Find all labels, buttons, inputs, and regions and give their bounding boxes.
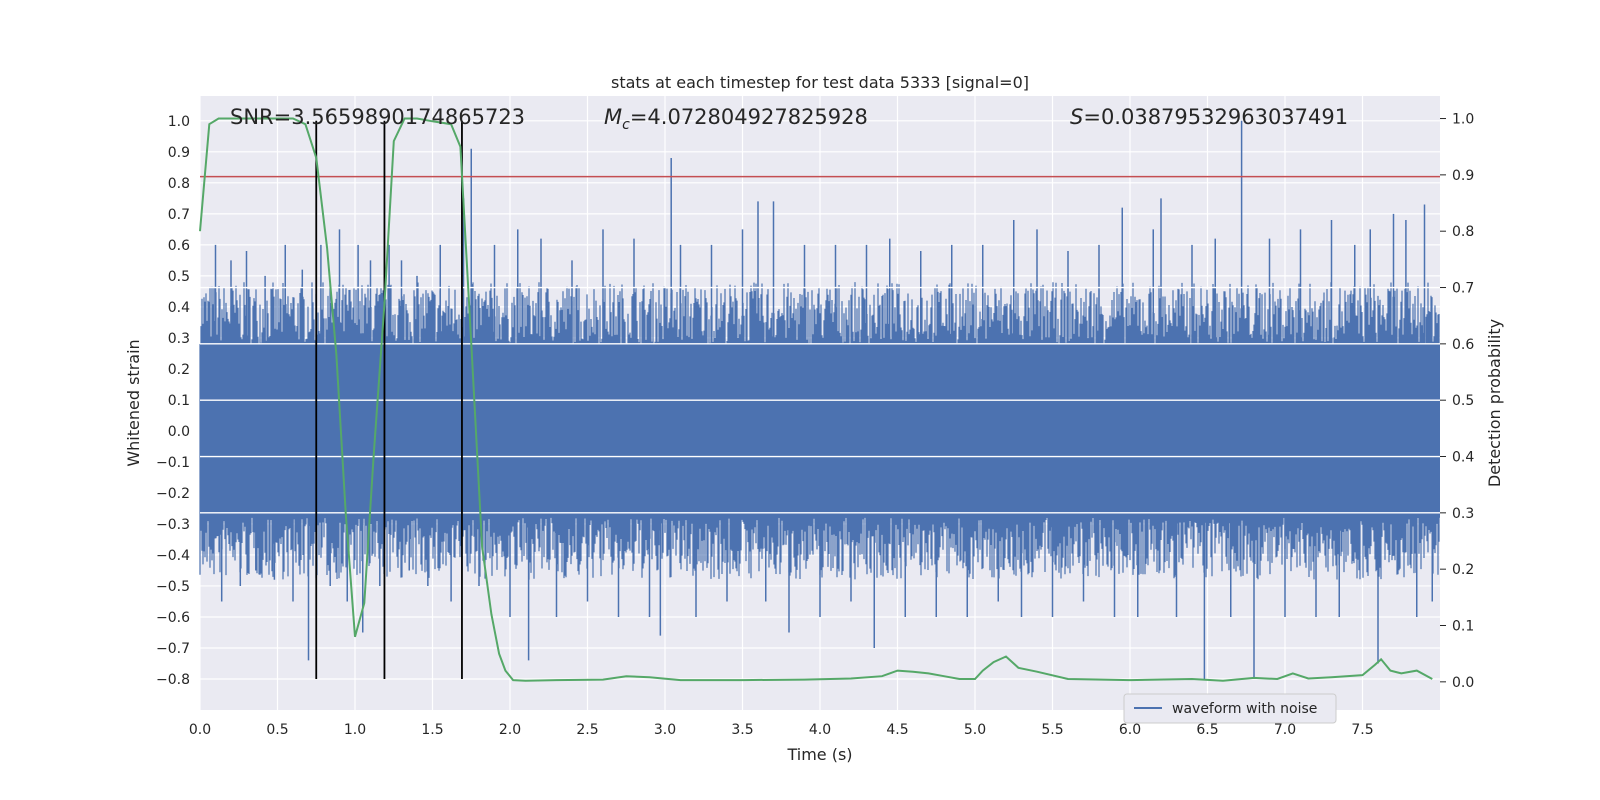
y-right-tick-label: 0.9 <box>1452 168 1474 184</box>
legend-entry: waveform with noise <box>1172 701 1317 717</box>
y-tick-label: −0.8 <box>156 672 190 688</box>
y-tick-label: 0.4 <box>168 300 190 316</box>
x-axis-ticks: 0.0 0.5 1.0 1.5 2.0 2.5 3.0 3.5 4.0 4.5 5.0 5.5 6.0 6… <box>189 722 1374 738</box>
y-right-tick-label: 0.0 <box>1452 675 1474 691</box>
y-right-axis-ticks: 0.0 0.1 0.2 0.3 0.4 0.5 0.6 0.7 0.8 0.9 1.0 <box>1440 112 1474 691</box>
y-tick-label: 0.3 <box>168 331 190 347</box>
y-right-tick-label: 0.5 <box>1452 393 1474 409</box>
chirp-mass-value: =4.072804927825928 <box>630 105 868 129</box>
x-tick-label: 0.5 <box>266 722 288 738</box>
chirp-mass-annotation: Mc=4.072804927825928 <box>604 105 868 133</box>
waveform-series <box>199 120 1440 679</box>
y-right-tick-label: 0.8 <box>1452 224 1474 240</box>
y-right-tick-label: 0.3 <box>1452 506 1474 522</box>
x-tick-label: 2.0 <box>499 722 521 738</box>
y-right-tick-label: 0.2 <box>1452 562 1474 578</box>
y-axis-ticks: −0.8 −0.7 −0.6 −0.5 −0.4 −0.3 −0.2 −0.1 0.0 0.1 0.… <box>156 114 190 688</box>
x-tick-label: 5.5 <box>1041 722 1063 738</box>
y-tick-label: −0.7 <box>156 641 190 657</box>
x-tick-label: 3.0 <box>654 722 676 738</box>
y-tick-label: −0.3 <box>156 517 190 533</box>
y-tick-label: 0.1 <box>168 393 190 409</box>
y-right-tick-label: 0.6 <box>1452 337 1474 353</box>
y-right-tick-label: 0.7 <box>1452 281 1474 297</box>
x-tick-label: 5.0 <box>964 722 986 738</box>
y-tick-label: −0.4 <box>156 548 190 564</box>
y-tick-label: 0.5 <box>168 269 190 285</box>
y-right-tick-label: 1.0 <box>1452 112 1474 128</box>
y-right-axis-title: Detection probability <box>1485 319 1504 487</box>
x-tick-label: 6.5 <box>1196 722 1218 738</box>
y-tick-label: −0.2 <box>156 486 190 502</box>
x-tick-label: 7.5 <box>1351 722 1373 738</box>
y-right-tick-label: 0.1 <box>1452 619 1474 635</box>
x-tick-label: 7.0 <box>1274 722 1296 738</box>
y-tick-label: 0.9 <box>168 145 190 161</box>
x-tick-label: 2.5 <box>576 722 598 738</box>
y-tick-label: −0.5 <box>156 579 190 595</box>
legend: waveform with noise <box>1123 693 1337 724</box>
x-axis-title: Time (s) <box>786 745 852 764</box>
x-tick-label: 4.0 <box>809 722 831 738</box>
chirp-mass-subscript: c <box>622 117 630 133</box>
y-tick-label: 0.6 <box>168 238 190 254</box>
x-tick-label: 3.5 <box>731 722 753 738</box>
chart-title: stats at each timestep for test data 533… <box>611 73 1029 92</box>
y-tick-label: −0.1 <box>156 455 190 471</box>
y-right-tick-label: 0.4 <box>1452 450 1474 466</box>
x-tick-label: 6.0 <box>1119 722 1141 738</box>
x-tick-label: 1.5 <box>421 722 443 738</box>
y-tick-label: 0.8 <box>168 176 190 192</box>
snr-annotation: SNR=3.5659890174865723 <box>230 105 525 129</box>
detection-probability-line <box>199 117 1433 682</box>
y-tick-label: 0.2 <box>168 362 190 378</box>
y-tick-label: 0.7 <box>168 207 190 223</box>
chirp-mass-symbol: M <box>604 105 622 129</box>
y-tick-label: 1.0 <box>168 114 190 130</box>
y-tick-label: −0.6 <box>156 610 190 626</box>
detection-probability-series <box>199 117 1433 682</box>
s-symbol: S <box>1070 105 1083 129</box>
x-tick-label: 1.0 <box>344 722 366 738</box>
y-tick-label: 0.0 <box>168 424 190 440</box>
vertical-marker-lines <box>315 120 463 679</box>
x-tick-label: 0.0 <box>189 722 211 738</box>
x-tick-label: 4.5 <box>886 722 908 738</box>
legend-box <box>1123 693 1337 724</box>
s-value: =0.03879532963037491 <box>1083 105 1348 129</box>
s-annotation: S=0.03879532963037491 <box>1070 105 1348 129</box>
y-axis-title: Whitened strain <box>124 339 143 466</box>
